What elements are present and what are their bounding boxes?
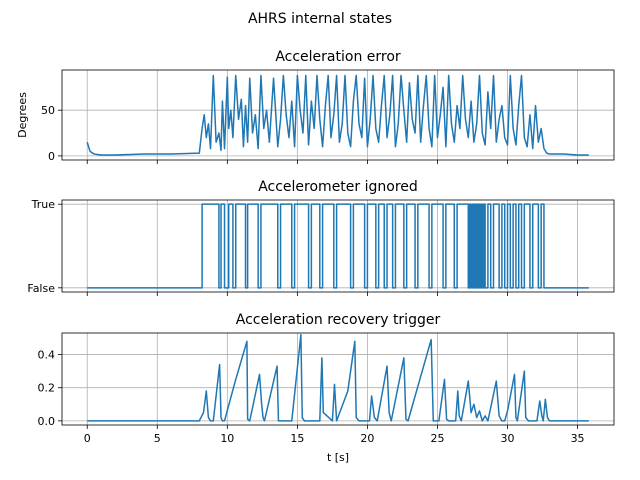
subplot-title: Acceleration error [275,49,401,65]
axes-frame [61,332,615,426]
x-tick-label: 35 [571,432,585,445]
x-tick-label: 15 [290,432,304,445]
subplot-2: False True Accelerometer ignored [27,179,615,296]
x-tick-label: 0 [84,432,91,445]
y-tick-label: False [27,282,55,295]
y-tick-label: 0.0 [38,415,56,428]
y-axis-label: Degrees [16,92,29,138]
y-tick-label: 0.2 [38,382,56,395]
subplot-1: 0 50 Acceleration error Degrees [16,49,615,164]
x-tick-label: 20 [360,432,374,445]
subplot-3: 0 5 10 15 20 25 30 35 0.0 0.2 0.4 Acceleration reco… [38,312,615,464]
x-tick-label: 10 [220,432,234,445]
y-tick-label: 50 [41,104,55,117]
y-tick-label: True [31,198,56,211]
series-line [87,333,589,422]
series-line [87,203,589,289]
x-tick-label: 5 [154,432,161,445]
x-axis-label: t [s] [327,451,349,464]
figure-title: AHRS internal states [248,11,392,27]
y-tick-label: 0.4 [38,349,56,362]
subplot-title: Acceleration recovery trigger [236,312,441,328]
series-line [86,74,589,156]
subplot-title: Accelerometer ignored [258,179,418,195]
x-tick-label: 30 [501,432,515,445]
x-tick-label: 25 [430,432,444,445]
y-tick-label: 0 [48,150,55,163]
axes-frame [61,69,615,161]
axes-frame [61,199,615,293]
